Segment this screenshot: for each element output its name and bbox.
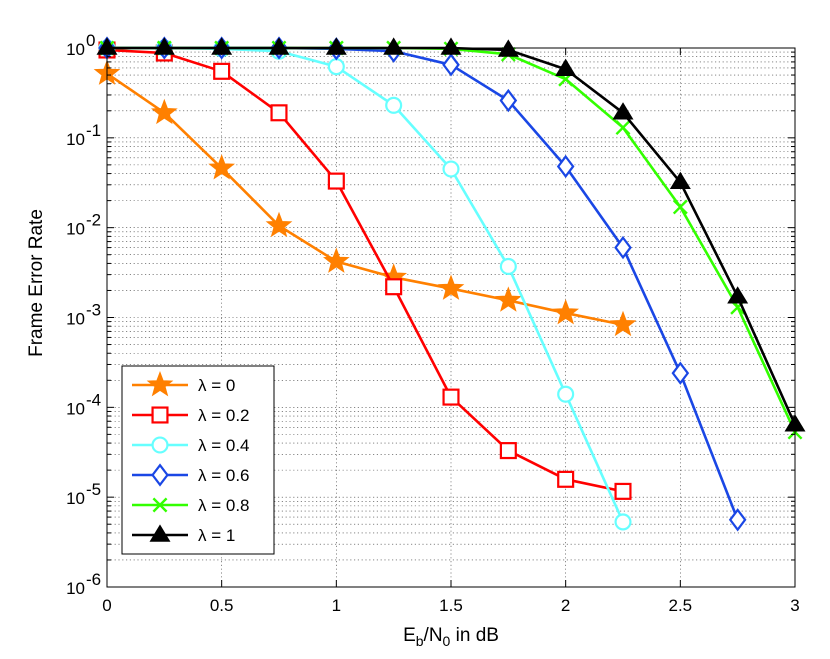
data-point [499,442,517,460]
data-point [612,102,634,120]
legend-label: λ = 0.6 [198,466,250,485]
data-point [385,96,403,114]
legend-entry: λ = 0.4 [132,436,250,455]
data-point [385,278,403,296]
data-point [213,62,231,80]
data-point [672,199,688,215]
y-tick-label-exponent: -1 [86,121,101,140]
data-point [728,508,747,532]
data-point [442,53,460,77]
x-axis-label-sub1: b [416,633,424,649]
data-point [557,470,575,488]
x-tick-label: 2.5 [669,596,693,615]
x-tick-label: 0 [102,596,111,615]
data-point [153,37,175,55]
y-tick-label: 10 [66,40,85,59]
data-point [614,482,632,500]
y-tick-label: 10 [66,399,85,418]
data-point [151,463,169,487]
data-point [151,436,169,454]
legend-label: λ = 0.2 [198,406,250,425]
x-axis-label-main: E [403,625,416,646]
legend-entry: λ = 0 [132,370,235,397]
series-0 [93,59,637,337]
legend: λ = 0 λ = 0.2 λ = 0.4 λ = 0.6 λ = 0.8 λ = 1 [121,365,275,555]
y-tick-label-exponent: -3 [86,301,101,320]
y-tick-label-exponent: -6 [86,570,101,589]
data-point [327,58,345,76]
data-point [442,160,460,178]
data-point [552,299,580,325]
y-tick-label: 10 [66,310,85,329]
legend-entry: λ = 0.8 [132,496,250,515]
legend-label: λ = 0 [198,376,235,395]
data-point [555,58,577,76]
x-tick-label: 3 [790,596,799,615]
x-axis-label-sub2: 0 [443,633,451,649]
legend-entry: λ = 0.2 [132,406,250,425]
axis-ticks [106,47,796,588]
data-point [146,370,174,397]
data-point [268,37,290,55]
data-point [322,247,350,273]
x-tick-label: 1.5 [439,596,463,615]
data-point [615,120,631,136]
data-point [499,257,517,275]
data-point [494,286,522,312]
x-tick-label: 2 [561,596,570,615]
legend-label: λ = 0.4 [198,436,250,455]
legend-entry: λ = 0.6 [132,463,250,487]
y-tick-label-exponent: -4 [86,390,101,409]
data-point [671,361,690,385]
data-point [151,406,169,424]
series-line [106,72,624,327]
data-point [208,154,236,180]
x-axis-label-tail: in dB [450,625,499,646]
data-point [499,88,518,113]
y-tick-label-exponent: 0 [86,31,95,50]
y-tick-label-exponent: -2 [86,211,101,230]
data-point [614,513,632,531]
y-tick-label-exponent: -5 [86,480,101,499]
x-tick-label: 1 [332,596,341,615]
legend-entry: λ = 1 [132,524,235,545]
y-tick-label: 10 [66,220,85,239]
y-tick-label: 10 [66,579,85,598]
data-point [270,104,288,122]
data-point [152,497,168,513]
data-point [669,171,691,190]
x-axis-label-mid: /N [424,625,443,646]
data-point [556,154,575,179]
data-point [149,524,171,542]
data-point [557,385,575,403]
data-point [437,274,465,300]
x-tick-label: 0.5 [210,596,234,615]
series-line [106,48,624,493]
legend-box [121,365,275,555]
data-point [727,286,749,304]
x-axis-label: Eb/N0 in dB [403,625,499,649]
data-point [614,235,632,260]
data-point [442,388,460,406]
data-point [383,37,405,55]
data-point [265,211,293,238]
x-tick-labels: 0 0.5 1 1.5 2 2.5 3 [102,596,799,615]
legend-label: λ = 1 [198,526,235,545]
y-axis-label: Frame Error Rate [26,209,47,357]
data-point [609,310,637,337]
data-point [327,172,345,190]
y-tick-label: 10 [66,130,85,149]
legend-label: λ = 0.8 [198,496,250,515]
y-tick-label: 10 [66,489,85,508]
data-point [150,98,178,125]
